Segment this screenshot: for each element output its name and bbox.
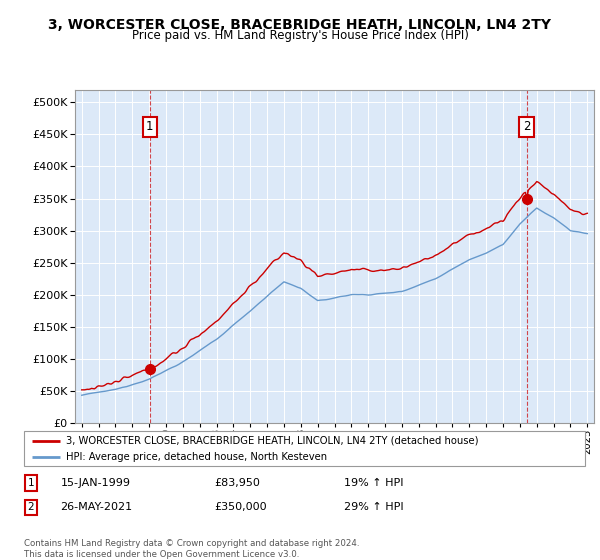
Text: 19% ↑ HPI: 19% ↑ HPI <box>344 478 403 488</box>
Text: Price paid vs. HM Land Registry's House Price Index (HPI): Price paid vs. HM Land Registry's House … <box>131 29 469 42</box>
Text: 26-MAY-2021: 26-MAY-2021 <box>61 502 133 512</box>
Text: 3, WORCESTER CLOSE, BRACEBRIDGE HEATH, LINCOLN, LN4 2TY: 3, WORCESTER CLOSE, BRACEBRIDGE HEATH, L… <box>49 18 551 32</box>
Text: HPI: Average price, detached house, North Kesteven: HPI: Average price, detached house, Nort… <box>66 452 327 462</box>
Text: 29% ↑ HPI: 29% ↑ HPI <box>344 502 403 512</box>
Text: Contains HM Land Registry data © Crown copyright and database right 2024.
This d: Contains HM Land Registry data © Crown c… <box>24 539 359 559</box>
Text: 2: 2 <box>523 120 530 133</box>
Text: 15-JAN-1999: 15-JAN-1999 <box>61 478 130 488</box>
FancyBboxPatch shape <box>24 431 585 466</box>
Text: £350,000: £350,000 <box>215 502 268 512</box>
Text: 3, WORCESTER CLOSE, BRACEBRIDGE HEATH, LINCOLN, LN4 2TY (detached house): 3, WORCESTER CLOSE, BRACEBRIDGE HEATH, L… <box>66 436 479 446</box>
Text: 1: 1 <box>146 120 154 133</box>
Text: £83,950: £83,950 <box>215 478 260 488</box>
Text: 2: 2 <box>28 502 34 512</box>
Text: 1: 1 <box>28 478 34 488</box>
